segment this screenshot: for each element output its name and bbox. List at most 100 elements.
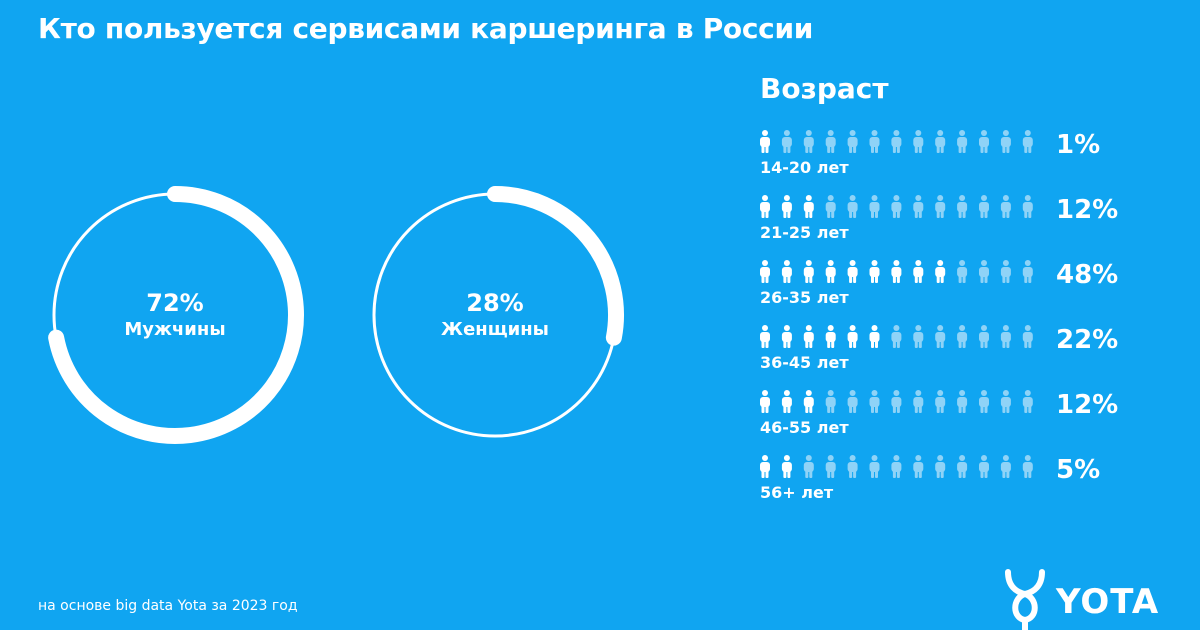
person-icon	[847, 325, 858, 348]
person-icon	[825, 195, 836, 218]
age-category-label: 21-25 лет	[760, 223, 849, 242]
age-row-icons	[760, 195, 1033, 218]
person-icon	[1000, 195, 1011, 218]
person-icon	[891, 260, 902, 283]
donut-men-value: 72%	[146, 288, 204, 317]
person-icon	[957, 455, 968, 478]
person-icon	[847, 455, 858, 478]
person-icon	[869, 130, 880, 153]
age-row-icons	[760, 130, 1033, 153]
age-row: 21-25 лет 12%	[758, 195, 1178, 255]
page-title: Кто пользуется сервисами каршеринга в Ро…	[38, 12, 814, 45]
person-icon	[913, 130, 924, 153]
person-icon	[781, 130, 792, 153]
person-icon	[935, 390, 946, 413]
footnote: на основе big data Yota за 2023 год	[38, 598, 298, 614]
person-icon	[1000, 260, 1011, 283]
age-row: 26-35 лет 48%	[758, 260, 1178, 320]
person-icon	[1022, 390, 1033, 413]
person-icon	[847, 130, 858, 153]
person-icon	[891, 390, 902, 413]
donut-men-center: 72% Мужчины	[45, 185, 305, 445]
person-icon	[760, 390, 770, 413]
age-row-icons	[760, 325, 1033, 348]
person-icon	[1000, 455, 1011, 478]
person-icon	[803, 455, 814, 478]
person-icon	[957, 390, 968, 413]
person-icon	[979, 130, 989, 153]
donut-chart-women: 28% Женщины	[365, 185, 625, 445]
person-icon	[869, 390, 880, 413]
person-icon	[1022, 260, 1033, 283]
person-icon	[869, 260, 880, 283]
age-row: 14-20 лет 1%	[758, 130, 1178, 190]
age-value-label: 48%	[1056, 260, 1119, 290]
person-icon	[847, 390, 858, 413]
person-icon	[935, 325, 946, 348]
person-icon	[825, 130, 836, 153]
age-chart-title: Возраст	[760, 72, 889, 105]
person-icon	[803, 130, 814, 153]
yota-logo: YOTA	[1000, 568, 1180, 630]
donut-men-graphic	[48, 186, 304, 444]
person-icon	[803, 390, 814, 413]
person-icon	[803, 325, 814, 348]
age-value-label: 1%	[1056, 130, 1101, 160]
person-icon	[781, 195, 792, 218]
yota-logo-text: YOTA	[1056, 582, 1160, 622]
age-value-label: 12%	[1056, 390, 1119, 420]
donut-chart-men: 72% Мужчины	[45, 185, 305, 445]
person-icon	[1000, 325, 1011, 348]
age-category-label: 46-55 лет	[760, 418, 849, 437]
person-icon	[825, 390, 836, 413]
person-icon	[1022, 325, 1033, 348]
person-icon	[781, 260, 792, 283]
person-icon	[1000, 130, 1011, 153]
donut-women-arc	[487, 186, 624, 346]
person-icon	[979, 390, 989, 413]
person-icon	[891, 130, 902, 153]
age-category-label: 26-35 лет	[760, 288, 849, 307]
person-icon	[913, 455, 924, 478]
person-icon	[1022, 455, 1033, 478]
person-icon	[979, 325, 989, 348]
person-icon	[979, 195, 989, 218]
person-icon	[979, 260, 989, 283]
age-row-icons	[760, 455, 1033, 478]
person-icon	[957, 325, 968, 348]
age-category-label: 36-45 лет	[760, 353, 849, 372]
person-icon	[781, 325, 792, 348]
person-icon	[913, 325, 924, 348]
person-icon	[781, 390, 792, 413]
person-icon	[825, 325, 836, 348]
person-icon	[935, 130, 946, 153]
person-icon	[891, 325, 902, 348]
person-icon	[803, 195, 814, 218]
person-icon	[869, 455, 880, 478]
person-icon	[1000, 390, 1011, 413]
age-row: 56+ лет 5%	[758, 455, 1178, 515]
person-icon	[760, 260, 770, 283]
donut-women-value: 28%	[466, 288, 524, 317]
person-icon	[957, 195, 968, 218]
age-value-label: 12%	[1056, 195, 1119, 225]
person-icon	[935, 455, 946, 478]
age-category-label: 14-20 лет	[760, 158, 849, 177]
person-icon	[913, 260, 924, 283]
person-icon	[913, 195, 924, 218]
person-icon	[803, 260, 814, 283]
person-icon	[760, 455, 770, 478]
person-icon	[1022, 195, 1033, 218]
age-row: 36-45 лет 22%	[758, 325, 1178, 385]
person-icon	[891, 195, 902, 218]
person-icon	[913, 390, 924, 413]
yota-logo-mark	[1005, 569, 1045, 630]
person-icon	[847, 260, 858, 283]
person-icon	[957, 130, 968, 153]
person-icon	[781, 455, 792, 478]
age-row-icons	[760, 390, 1033, 413]
person-icon	[957, 260, 968, 283]
age-row-icons	[760, 260, 1033, 283]
person-icon	[891, 455, 902, 478]
person-icon	[979, 455, 989, 478]
